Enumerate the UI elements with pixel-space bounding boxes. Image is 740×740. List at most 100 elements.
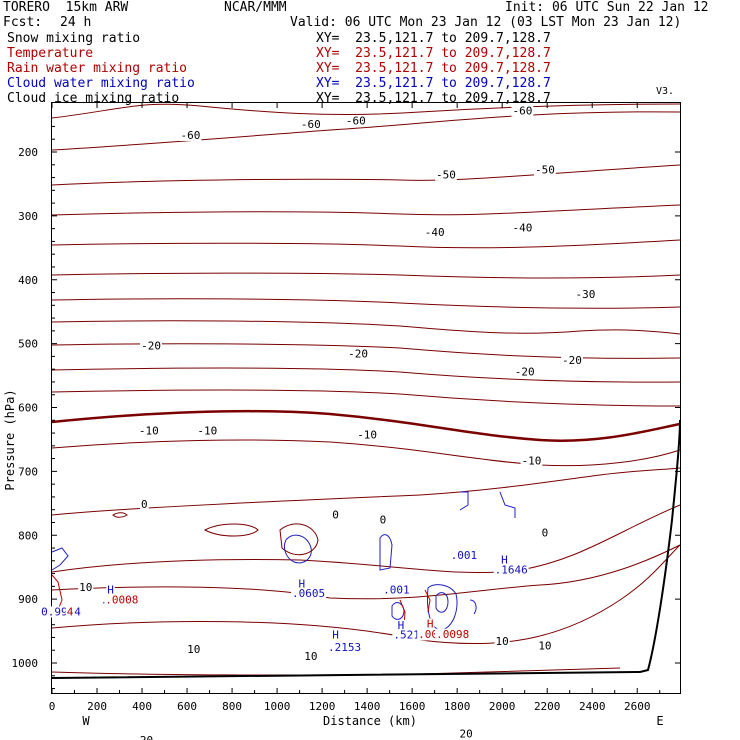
temperature-contour-label-bg (299, 119, 322, 131)
temperature-contour-label: 10 (79, 581, 92, 594)
temperature-contour-label-bg (520, 455, 543, 467)
cloud-water-contours (51, 491, 516, 631)
temperature-contour-label: 10 (496, 635, 509, 648)
temperature-contour-label: -60 (301, 118, 321, 131)
isotherm-line (51, 103, 681, 119)
field-label-cloud-water: Cloud water mixing ratio (7, 76, 195, 91)
cloud-water-label-bg (396, 619, 406, 631)
temperature-contour-label: -40 (512, 222, 532, 235)
init-time: Init: 06 UTC Sun 22 Jan 12 (505, 0, 709, 15)
isotherm-line (51, 367, 681, 383)
temperature-contour-label: 0 (332, 508, 339, 521)
cloud-water-label: .001 (451, 549, 478, 562)
rain-label: .0098 (436, 628, 469, 641)
cloud-water-label-bg (493, 564, 529, 576)
rain-label: 4 (67, 605, 74, 618)
temperature-contour-label-bg (196, 425, 219, 437)
version-tag: V3. (656, 86, 674, 97)
x-axis-east-label: E (656, 714, 663, 728)
cloud-water-label: H (332, 628, 339, 641)
temperature-contour-label: -40 (425, 226, 445, 239)
contour-labels: -60 -60 -60 -60 -50 -50 -40 -40 -30 -20 -20 -20 -20 -… (40, 105, 597, 740)
field-xy-rain: XY= 23.5,121.7 to 209.7,128.7 (316, 61, 551, 76)
y-tick-label: 500 (18, 338, 38, 351)
terrain-line (51, 419, 681, 679)
temperature-contour-label: -50 (535, 163, 555, 176)
temperature-contour-label-bg (561, 354, 583, 366)
temperature-contour-label-bg (356, 429, 379, 441)
temperature-contour-label: 0 (542, 526, 549, 539)
field-label-rain: Rain water mixing ratio (7, 61, 188, 76)
isotherm-line (51, 298, 681, 309)
temperature-contour-label-bg (303, 651, 319, 663)
rain-label-bg (65, 606, 75, 618)
temperature-contour-label: 20 (140, 734, 153, 740)
cloud-water-label-bg (297, 578, 307, 590)
temperature-contour-label-bg (78, 582, 94, 594)
cloud-water-label-bg (449, 550, 479, 562)
rain-label: .0008 (105, 593, 138, 606)
temperature-contour-label: -20 (515, 365, 535, 378)
temperature-contour-label-bg (534, 164, 556, 176)
isotherm-line (51, 439, 681, 467)
cloud-water-contour (459, 491, 469, 511)
rain-label-bg (425, 618, 435, 630)
temperature-contour-label-bg (344, 115, 367, 127)
rain-label: H (427, 618, 434, 631)
y-axis-title: Pressure (hPa) (3, 389, 17, 490)
temperature-contour-label-bg (511, 222, 534, 234)
rain-contour (424, 589, 431, 613)
rain-label-bg (104, 594, 140, 606)
temperature-contour-label: -20 (141, 340, 161, 353)
x-axis-west-label: W (82, 714, 90, 728)
cloud-water-contour (435, 592, 449, 613)
temperature-contour-label-bg (331, 509, 340, 521)
cloud-water-label-bg (392, 629, 428, 641)
center-title: NCAR/MMM (224, 0, 287, 15)
x-tick-label: 600 (177, 700, 197, 713)
temperature-contour-label-bg (423, 227, 446, 239)
temperature-contour-label-bg (540, 527, 550, 539)
temperature-contour-label-bg (435, 169, 457, 181)
temperature-contour-label: 0 (380, 513, 387, 526)
x-tick-label: 2600 (624, 700, 651, 713)
x-tick-label: 2400 (579, 700, 606, 713)
valid-time: Valid: 06 UTC Mon 23 Jan 12 (03 LST Mon … (290, 15, 682, 30)
temperature-contour-label-bg (511, 105, 534, 117)
x-tick-label: 200 (87, 700, 107, 713)
temperature-contour-label: -10 (197, 425, 217, 438)
isotherm-line (51, 272, 681, 279)
x-tick-label: 1600 (399, 700, 426, 713)
temperature-contour-label-bg (378, 514, 388, 526)
temperature-contour-label-bg (138, 734, 155, 740)
temperature-contour-label: 10 (304, 650, 317, 663)
y-tick-label: 400 (18, 274, 38, 287)
temperature-contour-label: -50 (436, 169, 456, 182)
cloud-water-contour (51, 547, 69, 571)
cloud-water-contour (379, 534, 393, 571)
y-tick-label: 300 (18, 210, 38, 223)
temperature-contour-label: 20 (460, 727, 473, 740)
x-axis: 0 200 400 600 800 1000 1200 1400 1600 1800 2000 220… (49, 103, 661, 713)
field-xy-snow: XY= 23.5,121.7 to 209.7,128.7 (316, 31, 551, 46)
isotherm-line (51, 204, 681, 216)
isotherm-line (112, 512, 128, 518)
isotherm-line (51, 389, 681, 407)
temperature-contour-label: -20 (348, 347, 368, 360)
temperature-contour-label: -60 (180, 129, 200, 142)
field-xy-cloud-water: XY= 23.5,121.7 to 209.7,128.7 (316, 76, 551, 91)
temperature-contour-label-bg (494, 635, 510, 647)
temperature-contour-label-bg (513, 366, 536, 378)
isotherm-line (51, 467, 681, 516)
x-tick-label: 1800 (444, 700, 471, 713)
x-tick-label: 2000 (489, 700, 516, 713)
x-tick-label: 400 (132, 700, 152, 713)
temperature-contour-label-bg (537, 640, 553, 652)
cloud-water-label: H (107, 584, 114, 597)
plot-frame (51, 102, 681, 694)
temperature-contour-label: -20 (562, 354, 582, 367)
cloud-water-label-bg (291, 587, 327, 599)
field-xy-temperature: XY= 23.5,121.7 to 209.7,128.7 (316, 46, 551, 61)
temperature-contour-label: -60 (512, 105, 532, 118)
